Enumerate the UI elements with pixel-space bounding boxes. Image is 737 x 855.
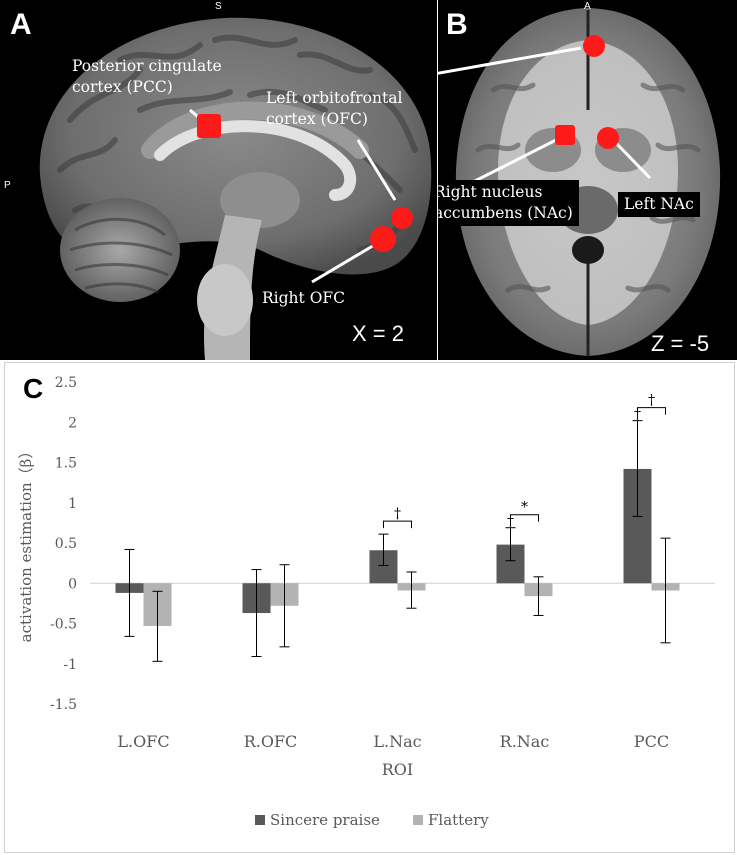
label-left-ofc: Left orbitofrontal cortex (OFC) — [266, 89, 403, 128]
significance-marker: † — [634, 407, 641, 423]
legend-swatch — [255, 815, 265, 825]
panel-letter-c: C — [23, 373, 44, 404]
y-tick-label: 2.5 — [55, 375, 77, 391]
legend-label: Flattery — [428, 811, 489, 829]
significance-marker: * — [521, 500, 528, 516]
y-tick-label: 0 — [68, 576, 77, 592]
orientation-posterior: P — [4, 180, 11, 191]
sagittal-brain-image — [39, 17, 432, 360]
roi-pcc-marker — [197, 114, 221, 138]
legend-swatch — [413, 815, 423, 825]
x-axis-title: ROI — [382, 760, 413, 779]
x-tick-label: PCC — [634, 732, 669, 751]
left-nac-callout-line — [614, 141, 652, 180]
label-right-nac: Right nucleus accumbens (NAc) — [438, 180, 579, 226]
significance-marker: † — [507, 514, 514, 530]
y-tick-label: 0.5 — [55, 536, 77, 552]
significance-bracket — [383, 520, 412, 529]
left-ofc-callout-line — [356, 139, 397, 201]
significance-bracket — [510, 514, 539, 522]
y-tick-label: -1.5 — [50, 697, 77, 713]
slice-coordinate-z: Z = -5 — [651, 331, 710, 356]
x-tick-label: R.Nac — [500, 732, 550, 751]
panel-b-axial-brain: B A Right nucleus accumbens (NAc) Left N… — [438, 0, 737, 360]
roi-left-nac-marker — [597, 127, 619, 149]
slice-coordinate-x: X = 2 — [352, 321, 404, 346]
y-axis-title: activation estimation（β） — [17, 444, 35, 643]
y-tick-label: 1 — [68, 496, 77, 512]
chart-canvas: -1.5 -1 -0.5 0 0.5 1 1.5 2 2.5 L.OFC R.OFC L.Nac R.N… — [17, 375, 715, 829]
orientation-anterior: A — [584, 1, 591, 12]
right-ofc-callout-line — [311, 242, 377, 284]
label-left-nac: Left NAc — [618, 192, 700, 217]
panel-a-sagittal-brain: A S P Posterior cingulate cortex (PCC) L… — [0, 0, 437, 360]
significance-marker: † — [648, 393, 655, 409]
roi-right-ofc-marker — [370, 226, 396, 252]
panel-letter-a: A — [10, 8, 32, 41]
y-tick-label: -0.5 — [50, 617, 77, 633]
x-tick-label: R.OFC — [244, 732, 298, 751]
label-right-ofc: Right OFC — [262, 289, 346, 307]
y-tick-label: -1 — [63, 657, 77, 673]
label-pcc: Posterior cingulate cortex (PCC) — [72, 57, 222, 96]
right-nac-callout-line — [472, 138, 557, 184]
roi-right-nac-marker — [555, 125, 575, 145]
y-tick-label: 1.5 — [55, 456, 77, 472]
ofc-callout-line — [438, 46, 582, 75]
roi-left-ofc-marker — [391, 207, 413, 229]
y-tick-label: 2 — [68, 415, 77, 431]
significance-marker: † — [394, 506, 401, 522]
panel-letter-b: B — [446, 8, 468, 41]
panel-c-bar-chart: C -1.5 -1 -0.5 0 0.5 1 1.5 2 2.5 L.OFC R.OFC L.Nac R… — [4, 362, 735, 853]
orientation-superior: S — [215, 1, 222, 12]
significance-bracket — [637, 407, 666, 415]
roi-ofc-marker — [583, 35, 605, 57]
x-tick-label: L.Nac — [373, 732, 421, 751]
legend-label: Sincere praise — [270, 811, 380, 829]
x-tick-label: L.OFC — [117, 732, 169, 751]
